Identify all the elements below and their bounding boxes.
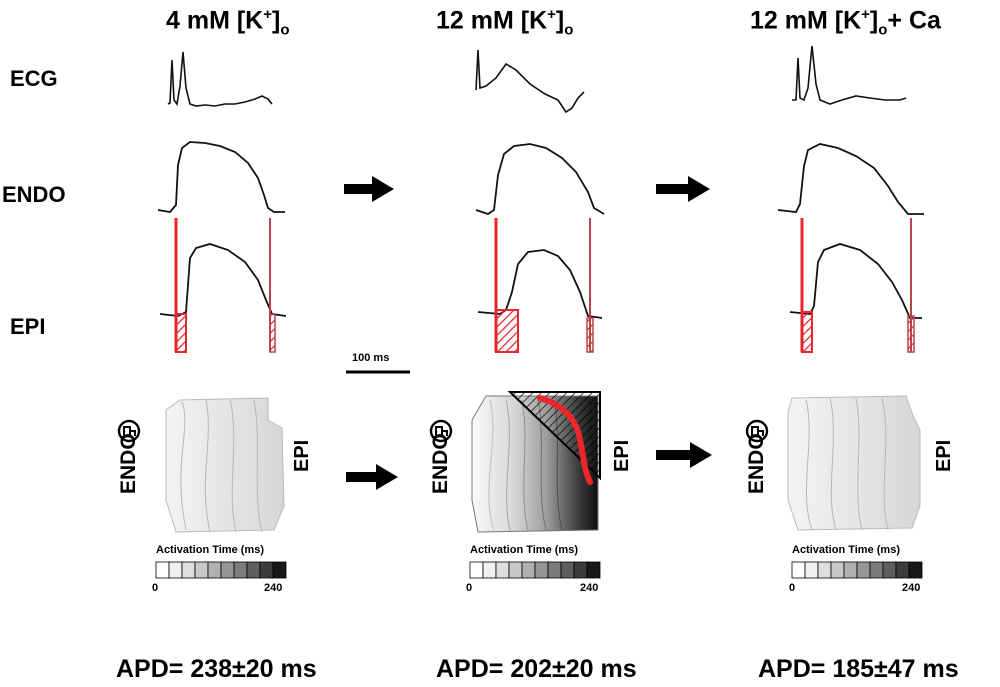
- activation-map-col-2: [471, 391, 601, 533]
- colorbar-cell: [817, 561, 832, 579]
- colorbar-cell: [521, 561, 536, 579]
- apd-col-2: APD= 202±20 ms: [436, 655, 637, 683]
- header-col-2: 12 mM [K+]o: [436, 6, 574, 39]
- colorbar-cell: [482, 561, 497, 579]
- map-endo-label-col-2: ENDO: [429, 433, 452, 494]
- stimulus-icon: [429, 419, 453, 443]
- colorbar-cell: [882, 561, 897, 579]
- row-label-endo: ENDO: [2, 182, 66, 207]
- arrow-right-icon: [346, 464, 398, 490]
- endo-trace-col-3: [777, 143, 924, 215]
- colorbar-col-2: [469, 561, 601, 579]
- map-endo-label-col-1: ENDO: [117, 433, 140, 494]
- colorbar-cell: [830, 561, 845, 579]
- ecg-trace-col-3: [792, 45, 907, 105]
- colorbar-cell: [233, 561, 248, 579]
- colorbar-cell: [573, 561, 588, 579]
- colorbar-cell: [843, 561, 858, 579]
- colorbar-max-col-1: 240: [264, 582, 283, 594]
- colorbar-min-col-3: 0: [789, 582, 796, 594]
- row-label-epi: EPI: [10, 314, 46, 339]
- colorbar-max-col-3: 240: [902, 582, 921, 594]
- colorbar-col-1: [155, 561, 287, 579]
- colorbar-title-col-1: Activation Time (ms): [156, 544, 264, 556]
- ecg-trace-col-1: [167, 51, 273, 107]
- header-col-3-text: 12 mM [K: [750, 6, 862, 35]
- colorbar-title-col-3: Activation Time (ms): [792, 544, 900, 556]
- colorbar-cell: [534, 561, 549, 579]
- colorbar-cell: [560, 561, 575, 579]
- colorbar-cell: [469, 561, 484, 579]
- red-markers-col-1: [174, 218, 276, 353]
- ecg-trace-col-2: [475, 49, 585, 114]
- apd-col-3: APD= 185±47 ms: [758, 655, 959, 683]
- arrow-right-icon: [656, 442, 712, 468]
- colorbar-cell: [508, 561, 523, 579]
- colorbar-cell: [272, 561, 287, 579]
- colorbar-cell: [791, 561, 806, 579]
- scalebar-label: 100 ms: [352, 352, 390, 364]
- arrow-right-icon: [656, 176, 710, 202]
- colorbar-cell: [908, 561, 923, 579]
- colorbar-cell: [207, 561, 222, 579]
- colorbar-cell: [547, 561, 562, 579]
- colorbar-cell: [155, 561, 170, 579]
- colorbar-title-col-2: Activation Time (ms): [470, 544, 578, 556]
- colorbar-cell: [168, 561, 183, 579]
- colorbar-cell: [220, 561, 235, 579]
- colorbar-cell: [246, 561, 261, 579]
- stimulus-icon: [117, 419, 141, 443]
- colorbar-cell: [495, 561, 510, 579]
- activation-map-col-1: [165, 397, 285, 533]
- colorbar-max-col-2: 240: [580, 582, 599, 594]
- header-col-1-text: 4 mM [K: [166, 6, 264, 35]
- colorbar-cell: [586, 561, 601, 579]
- colorbar-cell: [895, 561, 910, 579]
- red-markers-col-3: [800, 218, 915, 353]
- map-epi-label-col-2: EPI: [611, 439, 633, 472]
- header-col-2-text: 12 mM [K: [436, 6, 548, 35]
- colorbar-min-col-1: 0: [152, 582, 159, 594]
- colorbar-cell: [259, 561, 274, 579]
- apd-col-1: APD= 238±20 ms: [116, 655, 317, 683]
- colorbar-cell: [181, 561, 196, 579]
- map-endo-label-col-3: ENDO: [745, 433, 768, 494]
- endo-trace-col-1: [157, 141, 285, 213]
- colorbar-col-3: [791, 561, 923, 579]
- stimulus-icon: [745, 419, 769, 443]
- endo-trace-col-2: [475, 143, 605, 215]
- header-col-1: 4 mM [K+]o: [166, 6, 290, 39]
- header-col-3: 12 mM [K+]o+ Ca: [750, 6, 941, 39]
- map-epi-label-col-1: EPI: [291, 439, 313, 472]
- colorbar-cell: [856, 561, 871, 579]
- colorbar-min-col-2: 0: [466, 582, 473, 594]
- epi-trace-col-1: [159, 243, 287, 317]
- row-label-ecg: ECG: [10, 66, 58, 91]
- red-markers-col-2: [494, 218, 594, 353]
- activation-map-col-3: [787, 395, 921, 531]
- colorbar-cell: [869, 561, 884, 579]
- colorbar-cell: [804, 561, 819, 579]
- map-epi-label-col-3: EPI: [933, 439, 955, 472]
- epi-trace-col-3: [789, 243, 922, 319]
- colorbar-cell: [194, 561, 209, 579]
- arrow-right-icon: [344, 176, 394, 202]
